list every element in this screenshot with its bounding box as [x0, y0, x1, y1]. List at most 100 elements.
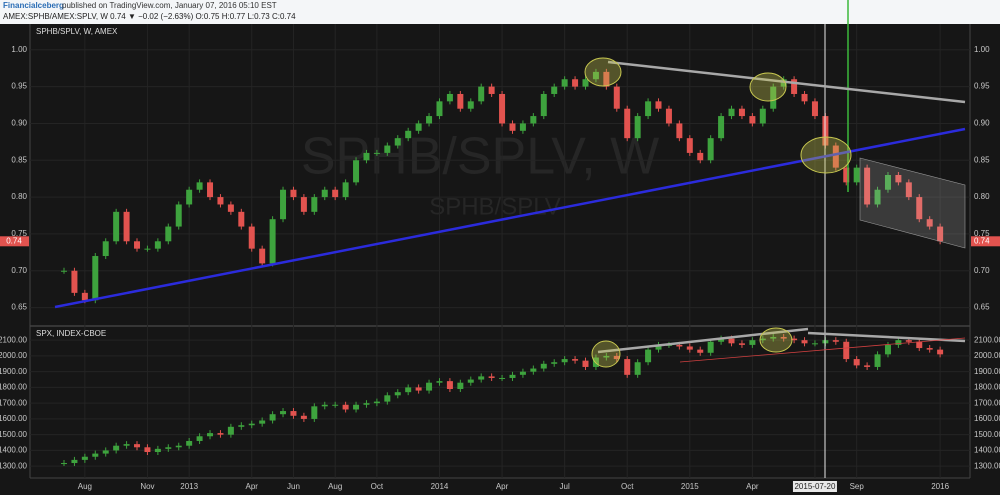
candle — [384, 145, 391, 153]
candle — [363, 152, 370, 161]
candle — [874, 354, 881, 367]
candle — [71, 459, 78, 464]
candle — [843, 341, 850, 360]
author[interactable]: Financialceberg — [3, 1, 64, 10]
candle — [686, 346, 693, 350]
candle — [290, 411, 297, 416]
price-tag — [971, 236, 1000, 247]
candle — [530, 368, 537, 372]
candle — [123, 444, 130, 446]
candle — [488, 376, 495, 378]
x-tick-label: Jun — [287, 482, 300, 491]
candle — [269, 219, 276, 264]
candle — [613, 86, 620, 109]
candle — [728, 108, 735, 117]
candle — [394, 138, 401, 146]
candle — [561, 79, 568, 87]
candle — [196, 182, 203, 190]
candle — [488, 86, 495, 94]
y-tick-label: 1300.00 — [0, 461, 28, 470]
price-tag — [0, 236, 29, 247]
candle — [937, 226, 944, 242]
candle — [154, 448, 161, 453]
candle — [937, 349, 944, 355]
candle — [603, 355, 610, 358]
candle — [373, 152, 380, 154]
candle — [519, 123, 526, 131]
resistance-line — [607, 60, 966, 104]
cursor-label-box — [792, 481, 837, 492]
y-tick-label: 1900.00 — [0, 367, 28, 376]
candle — [832, 340, 839, 342]
candle — [770, 337, 777, 339]
drawings — [54, 0, 966, 478]
candle — [71, 270, 78, 293]
candle — [467, 101, 474, 109]
candle — [499, 377, 506, 379]
candle — [175, 204, 182, 227]
price-tag-label: 0.74 — [6, 236, 22, 245]
candle — [718, 338, 725, 342]
candle — [884, 175, 891, 190]
candle — [446, 93, 453, 102]
candle — [572, 79, 579, 87]
candle — [165, 447, 172, 449]
candle — [102, 450, 109, 454]
candle — [895, 340, 902, 345]
candle — [916, 197, 923, 220]
x-tick-label: Nov — [140, 482, 154, 491]
candle — [655, 101, 662, 109]
candle — [436, 101, 443, 117]
candle — [864, 167, 871, 205]
x-tick-label: Apr — [496, 482, 509, 491]
candle — [321, 404, 328, 407]
y-tick-label: 1900.00 — [974, 367, 1000, 376]
candle — [864, 365, 871, 367]
pane-title: SPHB/SPLV, W, AMEX — [36, 27, 118, 36]
candle — [551, 362, 558, 364]
candle — [540, 93, 547, 117]
y-tick-label: 2100.00 — [974, 335, 1000, 344]
x-tick-label: Oct — [621, 482, 634, 491]
candle — [426, 382, 433, 391]
y-tick-label: 0.75 — [974, 229, 990, 238]
candle — [175, 445, 182, 448]
spx-trend-line — [807, 331, 966, 343]
support-line — [54, 127, 966, 309]
candle — [134, 241, 141, 249]
highlight — [749, 72, 787, 102]
candle — [718, 116, 725, 139]
candle — [102, 241, 109, 257]
candle — [676, 344, 683, 347]
candle — [780, 337, 787, 339]
candle — [280, 189, 287, 220]
candle — [186, 440, 193, 446]
candle — [217, 197, 224, 205]
candle — [123, 211, 130, 242]
candle — [92, 256, 99, 301]
watermark-sub: SPHB/SPLV — [429, 193, 561, 220]
candle — [759, 338, 766, 341]
candle — [613, 355, 620, 360]
x-tick-label: 2016 — [931, 482, 949, 491]
candle — [634, 116, 641, 139]
highlight — [584, 57, 622, 87]
candle — [572, 359, 579, 361]
candle — [457, 93, 464, 109]
candle — [217, 433, 224, 435]
y-tick-label: 0.90 — [11, 119, 27, 128]
channel — [859, 157, 966, 249]
y-tick-label: 1300.00 — [974, 461, 1000, 470]
candle — [603, 71, 610, 87]
candle — [801, 340, 808, 344]
candle — [582, 79, 589, 87]
candle — [196, 436, 203, 441]
x-tick-label: Jul — [560, 482, 570, 491]
candle — [676, 123, 683, 139]
candle — [280, 411, 287, 415]
candle — [186, 189, 193, 205]
candle — [165, 226, 172, 242]
candle — [144, 447, 151, 453]
candle — [499, 93, 506, 124]
